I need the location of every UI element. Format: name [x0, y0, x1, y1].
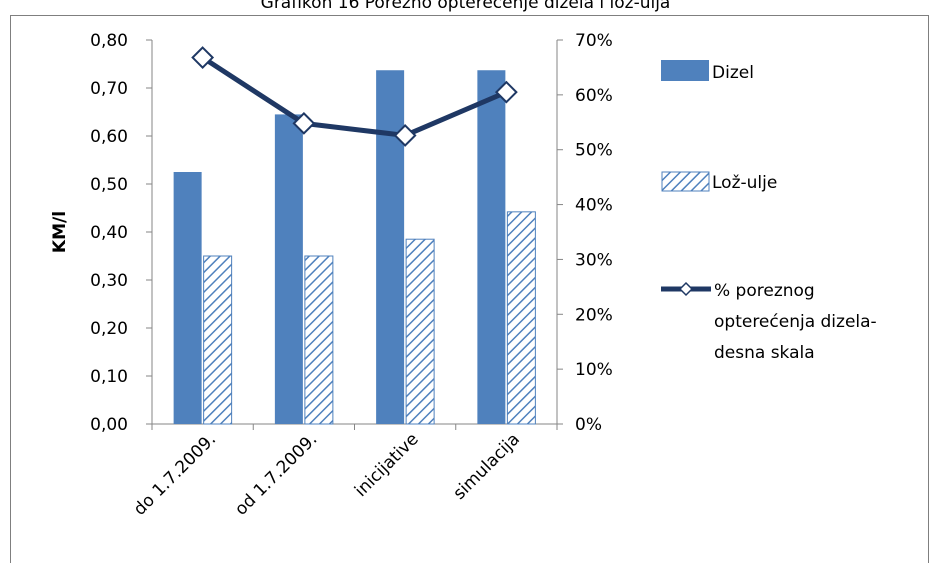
bar-loz-ulje — [506, 211, 536, 425]
y-tick-label-left: 0,10 — [90, 367, 128, 387]
y-tick-label-left: 0,50 — [90, 175, 128, 195]
y-tick-label-left: 0,70 — [90, 79, 128, 99]
line-porezno — [201, 55, 508, 138]
bar-loz-ulje — [304, 255, 334, 425]
legend-label-line-3: desna skala — [714, 343, 815, 363]
bars — [173, 70, 536, 425]
y-axis-title: KM/l — [50, 211, 70, 253]
y-tick-label-left: 0,40 — [90, 223, 128, 243]
bar-dizel — [274, 114, 303, 425]
y-tick-label-left: 0,00 — [90, 415, 128, 435]
y-tick-label-right: 50% — [575, 141, 613, 161]
y-tick-label-right: 10% — [575, 360, 613, 380]
legend-marker — [678, 281, 694, 297]
y-tick-label-left: 0,20 — [90, 319, 128, 339]
bar-loz-ulje — [405, 238, 435, 425]
y-tick-label-right: 20% — [575, 305, 613, 325]
legend-swatch-loz-ulje — [661, 171, 710, 192]
line-marker — [292, 111, 316, 135]
chart-frame — [10, 15, 929, 563]
y-tick-label-left: 0,60 — [90, 127, 128, 147]
legend-label-dizel: Dizel — [712, 63, 754, 83]
x-tick-label: simulacija — [449, 429, 523, 503]
y-tick-label-left: 0,30 — [90, 271, 128, 291]
bar-dizel — [376, 70, 405, 425]
line-marker — [393, 124, 417, 147]
x-tick-label: inicijative — [351, 429, 423, 501]
bar-loz-ulje — [203, 255, 233, 425]
legend-label-line-2: opterećenja dizela- — [714, 312, 877, 332]
y-tick-label-right: 60% — [575, 86, 613, 106]
y-tick-label-right: 40% — [575, 196, 613, 216]
line-layer — [191, 46, 518, 147]
legend-label-loz-ulje: Lož-ulje — [712, 173, 777, 193]
y-tick-label-right: 30% — [575, 250, 613, 270]
bar-dizel — [173, 172, 202, 424]
legend: Dizel Lož-ulje % poreznog opterećenja dizel… — [661, 60, 877, 363]
line-marker — [191, 46, 215, 69]
legend-label-line-1: % poreznog — [714, 281, 815, 301]
y-tick-label-right: 0% — [575, 415, 602, 435]
bar-dizel — [477, 70, 506, 425]
x-tick-label: do 1.7.2009. — [130, 429, 220, 519]
line-marker — [494, 80, 518, 104]
y-tick-label-right: 70% — [575, 31, 613, 51]
legend-swatch-dizel — [661, 60, 709, 81]
chart-title: Grafikon 16 Porezno opterećenje dizela i… — [260, 0, 671, 13]
x-tick-label: od 1.7.2009. — [231, 429, 321, 519]
y-tick-label-left: 0,80 — [90, 31, 128, 51]
